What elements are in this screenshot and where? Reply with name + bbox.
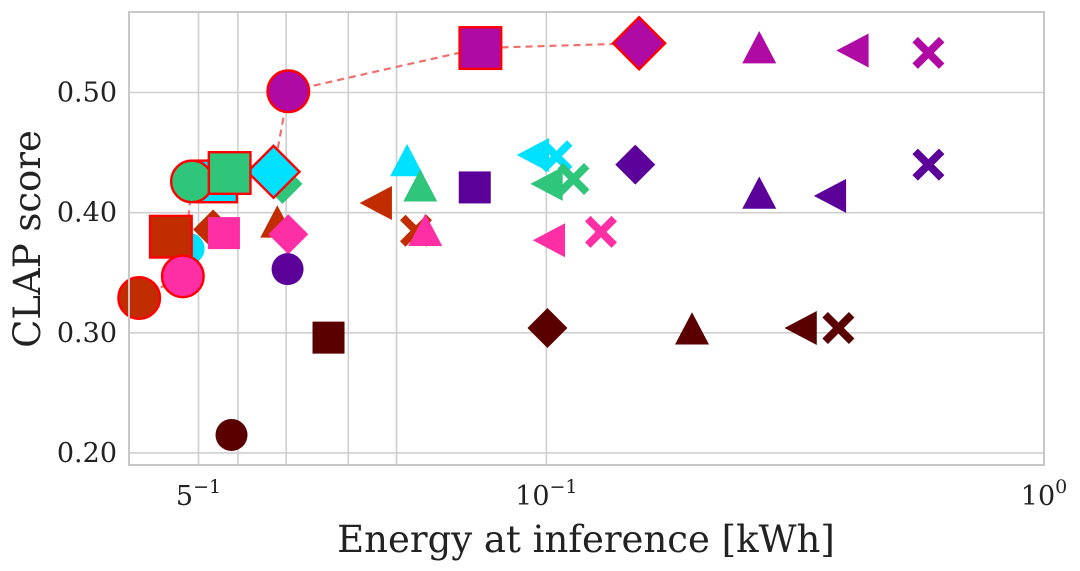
point-x-marker [557,163,590,195]
point-circle-marker [169,159,214,204]
point-x-marker [912,148,945,181]
point-square-marker [458,171,491,204]
point-x-marker [912,36,945,69]
point-circle-marker [117,275,162,320]
point-square-marker [207,217,240,250]
point-circle-marker [271,253,304,286]
point-left-triangle-marker [836,33,869,68]
point-square-marker [312,321,345,354]
point-diamond-marker [615,144,656,185]
y-tick-label: 0.40 [57,198,117,229]
point-circle-marker [266,69,311,114]
point-diamond-marker [268,214,309,255]
y-tick-label: 0.30 [57,318,117,349]
point-triangle-marker [742,176,777,209]
y-tick-labels: 0.20 0.30 0.40 0.50 [57,78,117,469]
point-circle-marker [160,254,205,299]
point-triangle-marker [403,169,438,202]
point-left-triangle-marker [516,137,549,172]
point-triangle-marker [408,213,443,246]
point-left-triangle-marker [359,186,392,221]
y-axis-title: CLAP score [6,130,49,348]
point-left-triangle-marker [813,178,847,213]
y-tick-label: 0.20 [57,438,117,469]
point-left-triangle-marker [532,223,566,258]
x-axis-title: Energy at inference [kWh] [337,518,835,561]
point-circle-marker [215,418,248,451]
x-tick-label: 5−1 [176,476,221,512]
x-tick-label: 10−1 [515,476,577,512]
point-x-marker [822,312,855,344]
point-x-marker [585,215,617,248]
point-left-triangle-marker [530,166,563,201]
point-diamond-marker [527,308,568,349]
point-square-marker [458,26,503,71]
x-tick-label: 100 [1021,476,1067,512]
point-diamond-marker [245,144,302,200]
point-square-marker [207,151,252,196]
point-square-marker [148,214,193,259]
x-tick-labels: 5−1 10−1 100 [176,476,1067,512]
y-tick-label: 0.50 [57,78,117,109]
point-triangle-marker [675,312,710,345]
point-triangle-marker [390,143,425,177]
grid-lines [129,12,1045,465]
point-x-marker [540,140,573,173]
point-diamond-marker [611,15,667,71]
plot-frame [128,11,1045,466]
point-triangle-marker [742,31,777,64]
point-left-triangle-marker [784,311,817,346]
data-points [117,15,945,451]
